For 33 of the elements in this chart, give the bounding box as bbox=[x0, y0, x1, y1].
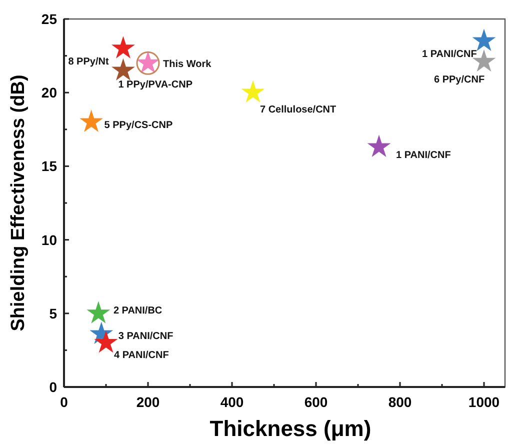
y-tick-label: 5 bbox=[49, 305, 58, 322]
x-tick-label: 0 bbox=[60, 394, 68, 410]
annotation: This Work bbox=[163, 59, 212, 70]
annotation: 6 PPy/CNF bbox=[434, 74, 485, 86]
point bbox=[94, 330, 118, 353]
x-tick-label: 1000 bbox=[468, 394, 500, 410]
annotation: 3 PANI/CNF bbox=[118, 331, 174, 342]
point bbox=[112, 58, 135, 80]
y-tick-label: 15 bbox=[41, 158, 58, 174]
annotation: 1 PANI/CNF bbox=[396, 150, 451, 162]
point bbox=[80, 110, 104, 132]
x-tick-label: 200 bbox=[136, 394, 160, 410]
point bbox=[112, 36, 135, 58]
x-axis-title: Thickness (μm) bbox=[210, 416, 372, 441]
annotation: 5 PPy/CS-CNP bbox=[104, 120, 173, 132]
annotation: 1 PPy/PVA-CNP bbox=[118, 80, 193, 91]
y-tick-label: 20 bbox=[41, 84, 58, 101]
annotation: 4 PANI/CNF bbox=[114, 350, 169, 361]
x-tick-label: 800 bbox=[388, 394, 412, 410]
point bbox=[472, 28, 496, 52]
y-tick-label: 0 bbox=[49, 379, 58, 395]
y-axis-title: Shielding Effectiveness (dB) bbox=[8, 74, 29, 332]
point bbox=[86, 301, 110, 324]
annotation: 7 Cellulose/CNT bbox=[260, 104, 336, 116]
point bbox=[241, 80, 265, 103]
annotation: 8 PPy/Nt bbox=[68, 56, 110, 68]
annotation: 1 PANI/CNF bbox=[422, 49, 477, 60]
x-tick-label: 400 bbox=[220, 394, 244, 410]
y-tick-label: 10 bbox=[41, 232, 58, 248]
y-tick-label: 25 bbox=[41, 11, 58, 27]
annotation: 2 PANI/BC bbox=[113, 305, 162, 316]
x-tick-label: 600 bbox=[304, 394, 328, 410]
point bbox=[367, 134, 391, 158]
